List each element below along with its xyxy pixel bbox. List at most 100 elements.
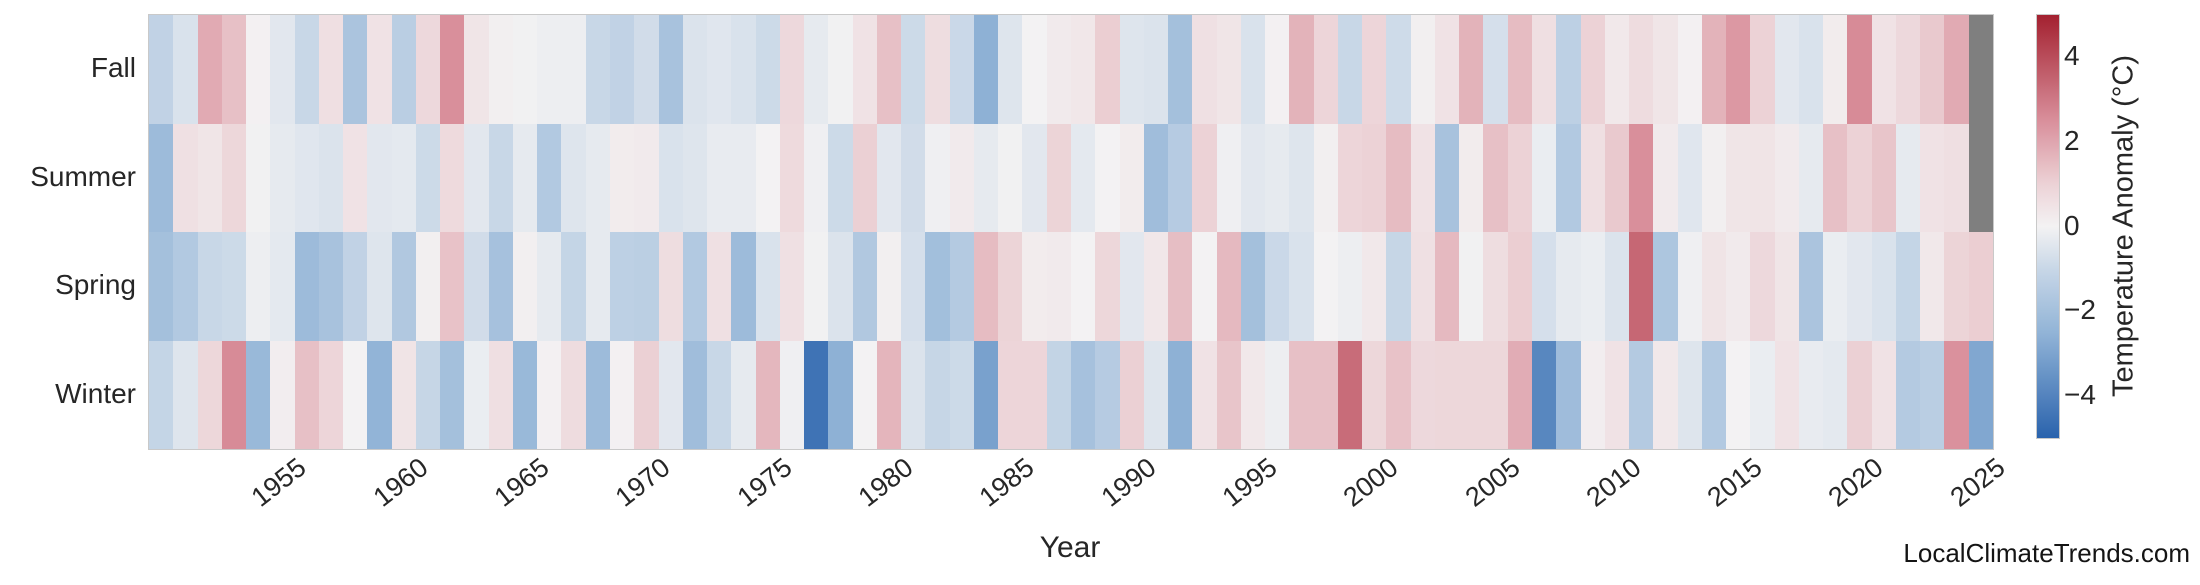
- heatmap-cell: [367, 232, 392, 341]
- heatmap-cell: [1968, 15, 1993, 124]
- x-tick-label: 1975: [731, 452, 798, 513]
- heatmap-cell: [173, 15, 198, 124]
- heatmap-cell: [464, 340, 489, 449]
- heatmap-cell: [1944, 232, 1969, 341]
- heatmap-cell: [1192, 340, 1217, 449]
- heatmap-cell: [197, 340, 222, 449]
- heatmap-cell: [755, 123, 780, 232]
- heatmap-cell: [1847, 123, 1872, 232]
- heatmap-cell: [1168, 123, 1193, 232]
- heatmap-cell: [415, 340, 441, 449]
- heatmap-cell: [1240, 123, 1266, 232]
- heatmap-cell: [1046, 123, 1071, 232]
- heatmap-cell: [1483, 15, 1508, 124]
- heatmap-cell: [173, 232, 198, 341]
- heatmap-cell: [1483, 340, 1508, 449]
- heatmap-cell: [512, 123, 538, 232]
- heatmap-cell: [488, 340, 513, 449]
- heatmap-cell: [1920, 123, 1945, 232]
- heatmap-cell: [246, 340, 271, 449]
- heatmap-cell: [391, 123, 416, 232]
- heatmap-cell: [464, 232, 489, 341]
- heatmap-cell: [1823, 15, 1848, 124]
- heatmap-cell: [1265, 15, 1290, 124]
- heatmap-cell: [440, 232, 465, 341]
- heatmap-cell: [1895, 340, 1921, 449]
- heatmap-cell: [318, 123, 344, 232]
- heatmap-cell: [1629, 15, 1654, 124]
- heatmap-cell: [1459, 232, 1484, 341]
- heatmap-cell: [610, 123, 635, 232]
- heatmap-cell: [901, 123, 926, 232]
- heatmap-cell: [270, 232, 295, 341]
- x-axis-title: Year: [1039, 531, 1101, 564]
- heatmap-cell: [1022, 15, 1047, 124]
- heatmap-cell: [464, 15, 489, 124]
- heatmap-cell: [318, 232, 344, 341]
- heatmap-cell: [901, 15, 926, 124]
- heatmap-cell: [949, 15, 974, 124]
- colorbar-tick-label: 4: [2064, 40, 2080, 72]
- heatmap-cell: [1362, 123, 1387, 232]
- y-tick-label: Winter: [55, 377, 136, 409]
- heatmap-cell: [270, 15, 295, 124]
- heatmap-cell: [415, 123, 441, 232]
- heatmap-cell: [731, 340, 756, 449]
- heatmap-cell: [1337, 232, 1363, 341]
- heatmap-cell: [949, 123, 974, 232]
- heatmap-cell: [1920, 232, 1945, 341]
- heatmap-cell: [658, 15, 683, 124]
- heatmap-cell: [270, 123, 295, 232]
- heatmap-cell: [537, 232, 562, 341]
- x-tick-label: 2000: [1337, 452, 1404, 513]
- heatmap-cell: [707, 123, 732, 232]
- heatmap-cell: [343, 340, 368, 449]
- x-tick-label: 2010: [1580, 452, 1647, 513]
- heatmap-cell: [1362, 232, 1387, 341]
- heatmap-cell: [1362, 340, 1387, 449]
- heatmap-cell: [318, 340, 344, 449]
- colorbar-tick-label: −4: [2064, 378, 2096, 410]
- heatmap-cell: [1459, 15, 1484, 124]
- x-tick-label: 1965: [488, 452, 555, 513]
- heatmap-cell: [949, 340, 974, 449]
- heatmap-cell: [367, 123, 392, 232]
- heatmap-cell: [1265, 340, 1290, 449]
- heatmap-cell: [804, 340, 829, 449]
- heatmap-cell: [221, 232, 247, 341]
- heatmap-cell: [1677, 15, 1702, 124]
- heatmap-cell: [779, 123, 805, 232]
- heatmap-cell: [1701, 123, 1727, 232]
- heatmap-cell: [1313, 123, 1338, 232]
- heatmap-cell: [1192, 232, 1217, 341]
- heatmap-cell: [197, 123, 222, 232]
- heatmap-cell: [1337, 15, 1363, 124]
- heatmap-cell: [294, 15, 319, 124]
- heatmap-cell: [1847, 15, 1872, 124]
- heatmap-cell: [1022, 340, 1047, 449]
- heatmap-cell: [197, 232, 222, 341]
- heatmap-cell: [1459, 340, 1484, 449]
- heatmap-cell: [1143, 232, 1169, 341]
- heatmap-cell: [512, 232, 538, 341]
- heatmap-cell: [1653, 232, 1678, 341]
- heatmap-cell: [1726, 232, 1751, 341]
- heatmap-cell: [682, 340, 708, 449]
- x-tick-label: 1985: [974, 452, 1040, 513]
- heatmap-cell: [973, 340, 999, 449]
- heatmap-cell: [1726, 340, 1751, 449]
- heatmap-cell: [1823, 340, 1848, 449]
- heatmap-cell: [149, 15, 174, 124]
- heatmap-cell: [149, 232, 174, 341]
- heatmap-cell: [1143, 123, 1169, 232]
- heatmap-cell: [682, 15, 708, 124]
- heatmap-cell: [1750, 123, 1775, 232]
- heatmap-cell: [440, 15, 465, 124]
- heatmap-cell: [440, 123, 465, 232]
- x-tick-label: 1960: [367, 452, 434, 513]
- x-tick-label: 1955: [246, 452, 312, 513]
- heatmap-cell: [1944, 340, 1969, 449]
- heatmap-cell: [1629, 232, 1654, 341]
- heatmap-cell: [610, 232, 635, 341]
